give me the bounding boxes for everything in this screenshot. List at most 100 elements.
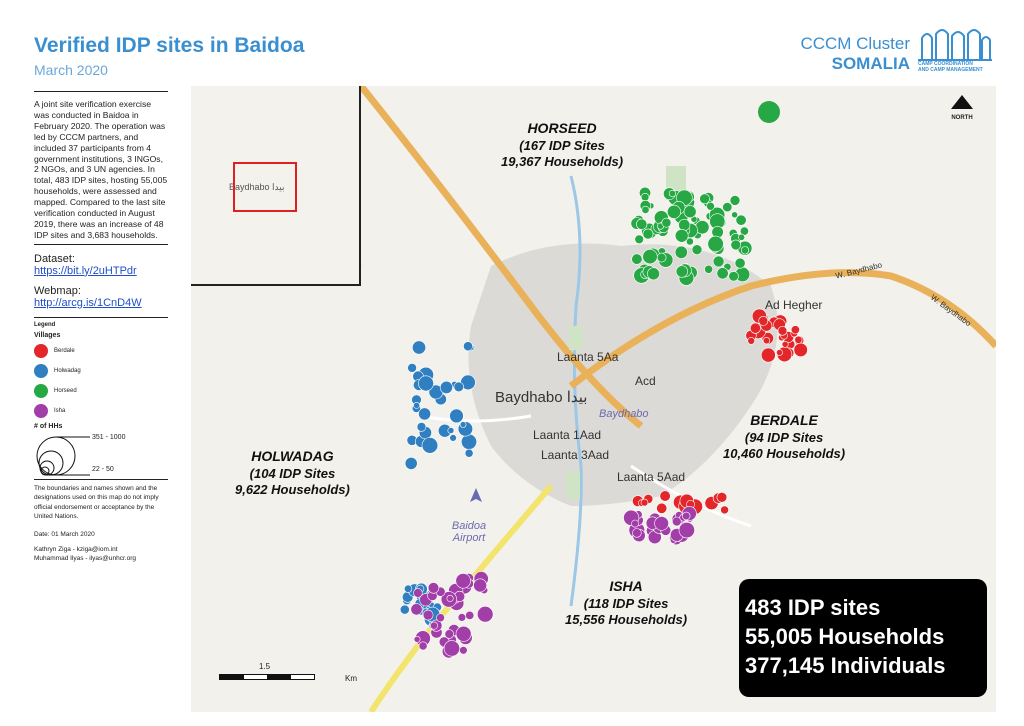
webmap-link[interactable]: http://arcg.is/1CnD4W — [34, 296, 142, 309]
idp-site-point[interactable] — [641, 205, 650, 214]
inset-map[interactable]: Baydhabo بيدا — [191, 86, 361, 286]
idp-site-point[interactable] — [422, 609, 434, 621]
idp-site-point[interactable] — [659, 490, 671, 502]
idp-site-point[interactable] — [668, 189, 677, 198]
idp-site-point[interactable] — [678, 522, 695, 539]
idp-site-point[interactable] — [716, 491, 728, 503]
idp-site-point[interactable] — [412, 340, 427, 355]
idp-site-point[interactable] — [776, 349, 783, 356]
idp-site-point[interactable] — [794, 335, 803, 344]
idp-site-point[interactable] — [418, 407, 431, 421]
idp-site-point[interactable] — [634, 234, 644, 245]
idp-site-point[interactable] — [722, 202, 733, 213]
idp-site-point[interactable] — [699, 193, 710, 205]
idp-site-point[interactable] — [640, 192, 650, 202]
idp-site-point[interactable] — [459, 646, 468, 655]
idp-site-point[interactable] — [678, 218, 691, 231]
idp-site-point[interactable] — [728, 271, 739, 282]
idp-site-point[interactable] — [430, 621, 439, 630]
idp-site-point[interactable] — [790, 325, 800, 335]
idp-site-point[interactable] — [704, 264, 713, 274]
idp-site-point[interactable] — [457, 613, 467, 622]
idp-site-point[interactable] — [636, 218, 648, 230]
idp-site-point[interactable] — [465, 610, 475, 620]
dataset-link[interactable]: https://bit.ly/2uHTPdr — [34, 264, 137, 277]
idp-site-point[interactable] — [712, 255, 725, 268]
idp-site-point[interactable] — [656, 502, 668, 514]
idp-site-point[interactable] — [463, 341, 473, 352]
idp-site-point[interactable] — [631, 253, 643, 265]
idp-site-point[interactable] — [716, 267, 729, 280]
idp-site-point[interactable] — [421, 437, 439, 454]
idp-site-point[interactable] — [427, 582, 440, 594]
idp-site-point[interactable] — [459, 421, 467, 428]
idp-site-point[interactable] — [449, 408, 464, 424]
idp-site-point[interactable] — [413, 588, 423, 598]
idp-site-point[interactable] — [464, 448, 474, 458]
idp-site-point[interactable] — [654, 516, 669, 531]
map-frame[interactable]: Baydhabo بيدا NORTH HORSEED (167 IDP Sit… — [191, 86, 996, 712]
inset-extent-box — [233, 162, 297, 212]
idp-site-point[interactable] — [734, 257, 746, 269]
idp-site-point[interactable] — [729, 195, 741, 206]
idp-site-point[interactable] — [446, 594, 454, 602]
idp-site-point[interactable] — [762, 337, 771, 345]
idp-site-point[interactable] — [720, 505, 729, 515]
idp-site-point[interactable] — [418, 375, 434, 392]
idp-site-point[interactable] — [410, 603, 423, 616]
idp-site-point[interactable] — [477, 605, 494, 623]
contact-line: Muhammad Ilyas - ilyas@unhcr.org — [34, 555, 136, 563]
idp-site-point[interactable] — [455, 625, 472, 642]
idp-site-point[interactable] — [691, 244, 703, 255]
idp-site-point[interactable] — [444, 629, 454, 639]
idp-site-point[interactable] — [706, 201, 715, 211]
idp-site-point[interactable] — [632, 528, 642, 538]
idp-site-point[interactable] — [707, 235, 724, 252]
idp-site-point[interactable] — [740, 246, 750, 255]
idp-site-point[interactable] — [674, 229, 689, 243]
idp-site-point[interactable] — [737, 233, 745, 241]
idp-site-point[interactable] — [642, 249, 658, 265]
idp-site-point[interactable] — [661, 217, 672, 228]
idp-site-point[interactable] — [747, 337, 756, 345]
idp-site-point[interactable] — [443, 640, 460, 657]
idp-site-point[interactable] — [683, 205, 697, 219]
idp-site-point[interactable] — [436, 613, 445, 623]
idp-site-point[interactable] — [731, 211, 738, 219]
idp-site-point[interactable] — [793, 342, 808, 358]
idp-site-point[interactable] — [739, 226, 749, 236]
idp-site-point[interactable] — [758, 315, 769, 326]
idp-site-point[interactable] — [416, 422, 427, 432]
idp-site-point[interactable] — [631, 519, 639, 528]
idp-site-point[interactable] — [777, 326, 788, 336]
idp-site-point[interactable] — [760, 347, 776, 363]
idp-site-point[interactable] — [682, 511, 691, 521]
idp-site-point[interactable] — [674, 245, 688, 259]
idp-site-point[interactable] — [418, 641, 428, 651]
idp-site-point[interactable] — [439, 380, 453, 394]
idp-site-point[interactable] — [730, 239, 742, 251]
idp-site-point[interactable] — [647, 267, 660, 281]
idp-site-point[interactable] — [453, 381, 464, 393]
idp-site-point[interactable] — [781, 340, 789, 348]
idp-site-point[interactable] — [407, 363, 417, 373]
idp-site-point[interactable] — [735, 214, 747, 226]
idp-site-point[interactable] — [642, 228, 654, 240]
idp-site-point[interactable] — [656, 252, 667, 263]
idp-site-point[interactable] — [758, 101, 780, 123]
idp-site-point[interactable] — [473, 578, 487, 593]
idp-site-point[interactable] — [640, 498, 649, 507]
idp-site-point[interactable] — [671, 516, 682, 527]
idp-site-point[interactable] — [447, 427, 455, 434]
idp-site-point[interactable] — [404, 584, 413, 593]
idp-site-point[interactable] — [449, 434, 457, 442]
idp-site-point[interactable] — [399, 604, 410, 615]
idp-site-point[interactable] — [666, 204, 681, 219]
idp-site-point[interactable] — [413, 635, 421, 643]
idp-site-point[interactable] — [675, 265, 689, 278]
idp-site-point[interactable] — [460, 433, 477, 450]
idp-site-point[interactable] — [413, 401, 420, 409]
idp-site-point[interactable] — [455, 573, 471, 589]
idp-site-point[interactable] — [749, 322, 761, 334]
idp-site-point[interactable] — [404, 456, 418, 470]
